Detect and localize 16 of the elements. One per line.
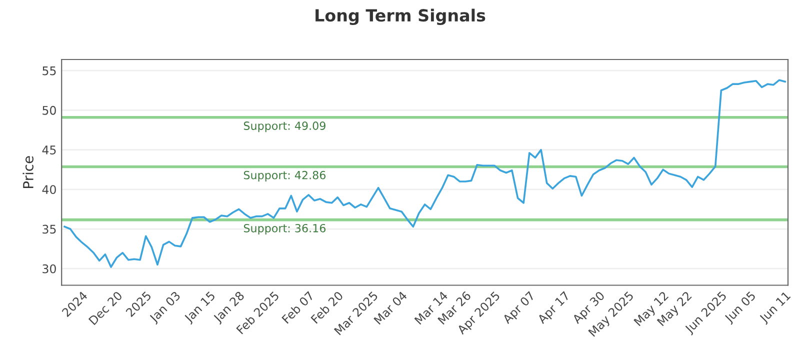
ref-line-label: Support: 36.16 (244, 224, 326, 235)
x-tick-label: Apr 17 (536, 291, 572, 326)
y-axis-title: Price (22, 156, 34, 188)
y-tick-label: 55 (42, 66, 56, 76)
ref-line-label: Support: 42.86 (244, 170, 326, 182)
y-tick-label: 40 (42, 185, 56, 194)
x-tick-label: Apr 07 (502, 290, 537, 326)
y-tick-label: 45 (42, 146, 56, 154)
y-tick-label: 50 (42, 106, 56, 115)
y-tick-label: 30 (42, 264, 56, 274)
chart-title: Long Term Signals (316, 8, 486, 26)
ref-line-label: Support: 49.09 (244, 122, 326, 132)
x-tick-label: Dec 20 (88, 290, 123, 326)
line-series (64, 79, 786, 268)
y-tick-label: 35 (42, 224, 56, 234)
x-tick-label: Jun 11 (758, 291, 792, 325)
